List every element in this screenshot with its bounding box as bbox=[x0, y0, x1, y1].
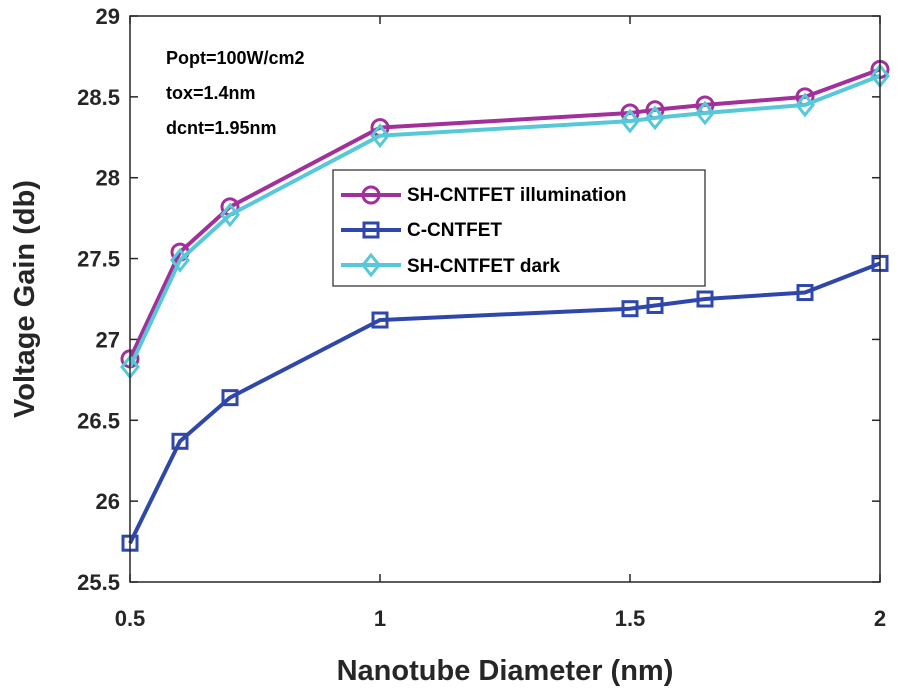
y-tick-label: 29 bbox=[96, 4, 120, 29]
data-point-sh-cntfet-dark bbox=[695, 100, 715, 126]
data-point-sh-cntfet-dark bbox=[370, 123, 390, 149]
legend-markers bbox=[341, 185, 401, 278]
y-tick-label: 27 bbox=[96, 327, 120, 352]
data-point-c-cntfet bbox=[621, 300, 639, 318]
data-point-c-cntfet bbox=[796, 284, 814, 302]
x-tick-label: 0.5 bbox=[115, 606, 146, 631]
y-tick-label: 27.5 bbox=[77, 247, 120, 272]
series-c-cntfet bbox=[121, 254, 889, 552]
data-point-sh-cntfet-dark bbox=[220, 202, 240, 228]
annotation-block: Popt=100W/cm2 tox=1.4nm dcnt=1.95nm bbox=[166, 48, 305, 138]
y-tick-labels: 25.5 26 26.5 27 27.5 28 28.5 29 bbox=[77, 4, 120, 595]
x-axis-label: Nanotube Diameter (nm) bbox=[337, 655, 674, 687]
data-point-sh-cntfet-dark bbox=[170, 247, 190, 273]
legend-marker-c-cntfet bbox=[362, 221, 380, 239]
x-tick-label: 2 bbox=[874, 606, 886, 631]
x-tick-labels: 0.5 1 1.5 2 bbox=[115, 606, 886, 631]
y-tick-label: 25.5 bbox=[77, 570, 120, 595]
legend-entry-sh-cntfet-dark: SH-CNTFET dark bbox=[407, 256, 561, 277]
data-point-sh-cntfet-dark bbox=[795, 92, 815, 118]
legend-marker-sh-cntfet-illumination bbox=[361, 185, 381, 205]
series-line-sh-cntfet-dark bbox=[128, 73, 881, 368]
legend-entry-sh-cntfet-illumination: SH-CNTFET illumination bbox=[407, 185, 627, 206]
legend: SH-CNTFET illumination C-CNTFET SH-CNTFE… bbox=[332, 169, 706, 287]
data-point-c-cntfet bbox=[371, 311, 389, 329]
series-line-c-cntfet bbox=[128, 261, 881, 545]
y-tick-label: 28 bbox=[96, 166, 120, 191]
data-point-sh-cntfet-dark bbox=[645, 105, 665, 131]
legend-marker-sh-cntfet-dark bbox=[361, 252, 381, 278]
plot-area-frame bbox=[129, 15, 881, 583]
annotation-popt: Popt=100W/cm2 bbox=[166, 48, 305, 68]
legend-entry-c-cntfet: C-CNTFET bbox=[407, 220, 502, 241]
y-tick-label: 26 bbox=[96, 489, 120, 514]
data-point-c-cntfet bbox=[171, 432, 189, 450]
data-point-c-cntfet bbox=[221, 389, 239, 407]
x-tick-label: 1 bbox=[374, 606, 386, 631]
y-axis-label: Voltage Gain (db) bbox=[9, 180, 41, 418]
data-point-c-cntfet bbox=[696, 290, 714, 308]
annotation-tox: tox=1.4nm bbox=[166, 83, 256, 103]
data-point-sh-cntfet-dark bbox=[620, 108, 640, 134]
data-point-c-cntfet bbox=[646, 296, 664, 314]
annotation-dcnt: dcnt=1.95nm bbox=[166, 118, 277, 138]
y-tick-label: 28.5 bbox=[77, 85, 120, 110]
x-tick-label: 1.5 bbox=[615, 606, 646, 631]
y-tick-label: 26.5 bbox=[77, 408, 120, 433]
